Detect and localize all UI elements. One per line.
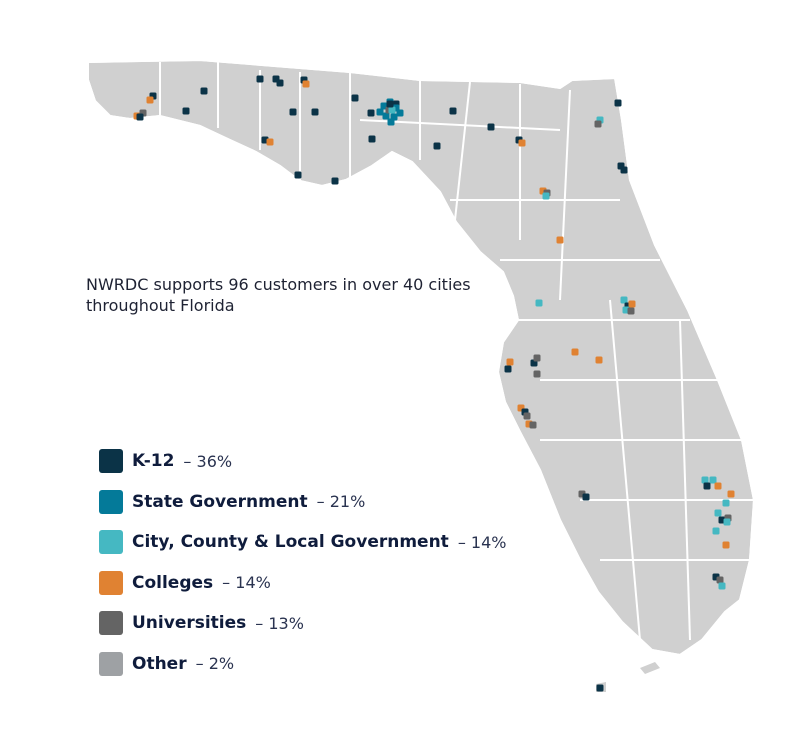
marker-local bbox=[723, 518, 731, 526]
swatch-universities bbox=[99, 611, 123, 636]
marker-k12 bbox=[386, 100, 394, 108]
marker-k12 bbox=[582, 493, 590, 501]
marker-local bbox=[709, 476, 717, 484]
marker-k12 bbox=[367, 109, 375, 117]
legend-label: City, County & Local Government bbox=[132, 532, 449, 553]
legend-percent: – 36% bbox=[183, 451, 233, 471]
marker-colleges bbox=[266, 138, 274, 146]
legend-item-other: Other – 2% bbox=[99, 644, 506, 685]
marker-k12 bbox=[351, 94, 359, 102]
legend-label: State Government bbox=[132, 491, 308, 512]
swatch-state bbox=[99, 489, 123, 514]
legend-percent: – 13% bbox=[255, 613, 304, 633]
florida-land bbox=[87, 58, 756, 692]
swatch-local bbox=[99, 530, 123, 555]
marker-state bbox=[396, 109, 404, 117]
florida-keys bbox=[640, 662, 660, 674]
marker-local bbox=[542, 192, 550, 200]
legend-label: K-12 bbox=[132, 451, 175, 472]
marker-local bbox=[388, 106, 396, 114]
marker-colleges bbox=[722, 541, 730, 549]
legend-percent: – 2% bbox=[195, 654, 235, 674]
marker-colleges bbox=[302, 80, 310, 88]
marker-k12 bbox=[294, 171, 302, 179]
marker-k12 bbox=[614, 99, 622, 107]
legend-percent: – 14% bbox=[222, 573, 271, 593]
marker-colleges bbox=[727, 490, 735, 498]
marker-state bbox=[390, 113, 398, 121]
county-border bbox=[454, 81, 471, 221]
marker-k12 bbox=[289, 108, 297, 116]
marker-k12 bbox=[487, 123, 495, 131]
marker-univ bbox=[627, 307, 635, 315]
legend: K-12 – 36% State Government – 21% City, … bbox=[99, 441, 506, 684]
marker-colleges bbox=[146, 96, 154, 104]
marker-colleges bbox=[628, 300, 636, 308]
marker-k12 bbox=[620, 166, 628, 174]
customer-markers bbox=[133, 75, 735, 692]
florida-outline bbox=[87, 58, 756, 657]
marker-local bbox=[718, 582, 726, 590]
marker-colleges bbox=[595, 356, 603, 364]
marker-univ bbox=[716, 576, 724, 584]
swatch-k12 bbox=[99, 449, 123, 474]
marker-univ bbox=[594, 120, 602, 128]
marker-colleges bbox=[506, 358, 514, 366]
marker-colleges bbox=[571, 348, 579, 356]
marker-k12 bbox=[256, 75, 264, 83]
marker-k12 bbox=[368, 135, 376, 143]
county-border bbox=[679, 319, 691, 641]
marker-k12 bbox=[703, 482, 711, 490]
marker-k12 bbox=[136, 113, 144, 121]
legend-label: Universities bbox=[132, 613, 247, 634]
county-border bbox=[559, 89, 571, 301]
swatch-colleges bbox=[99, 570, 123, 595]
legend-label: Other bbox=[132, 653, 187, 674]
marker-local bbox=[712, 527, 720, 535]
legend-percent: – 21% bbox=[316, 492, 366, 512]
marker-univ bbox=[533, 370, 541, 378]
legend-item-local-government: City, County & Local Government – 14% bbox=[99, 522, 506, 563]
marker-local bbox=[620, 296, 628, 304]
marker-k12 bbox=[182, 107, 190, 115]
marker-colleges bbox=[518, 139, 526, 147]
marker-k12 bbox=[596, 684, 604, 692]
legend-item-k12: K-12 – 36% bbox=[99, 441, 506, 482]
swatch-other bbox=[99, 651, 123, 676]
marker-k12 bbox=[504, 365, 512, 373]
marker-univ bbox=[523, 412, 531, 420]
marker-k12 bbox=[433, 142, 441, 150]
legend-item-colleges: Colleges – 14% bbox=[99, 563, 506, 604]
legend-label: Colleges bbox=[132, 572, 214, 593]
marker-k12 bbox=[276, 79, 284, 87]
marker-local bbox=[535, 299, 543, 307]
marker-colleges bbox=[714, 482, 722, 490]
marker-k12 bbox=[200, 87, 208, 95]
marker-state bbox=[376, 108, 384, 116]
county-border bbox=[609, 299, 641, 641]
marker-univ bbox=[529, 421, 537, 429]
marker-univ bbox=[533, 354, 541, 362]
marker-k12 bbox=[449, 107, 457, 115]
marker-colleges bbox=[556, 236, 564, 244]
marker-k12 bbox=[331, 177, 339, 185]
marker-state bbox=[382, 112, 390, 120]
marker-local bbox=[701, 476, 709, 484]
legend-item-state-government: State Government – 21% bbox=[99, 482, 506, 523]
legend-percent: – 14% bbox=[457, 532, 507, 552]
marker-local bbox=[714, 509, 722, 517]
map-caption: NWRDC supports 96 customers in over 40 c… bbox=[86, 275, 471, 315]
marker-local bbox=[722, 499, 730, 507]
marker-k12 bbox=[311, 108, 319, 116]
legend-item-universities: Universities – 13% bbox=[99, 603, 506, 644]
